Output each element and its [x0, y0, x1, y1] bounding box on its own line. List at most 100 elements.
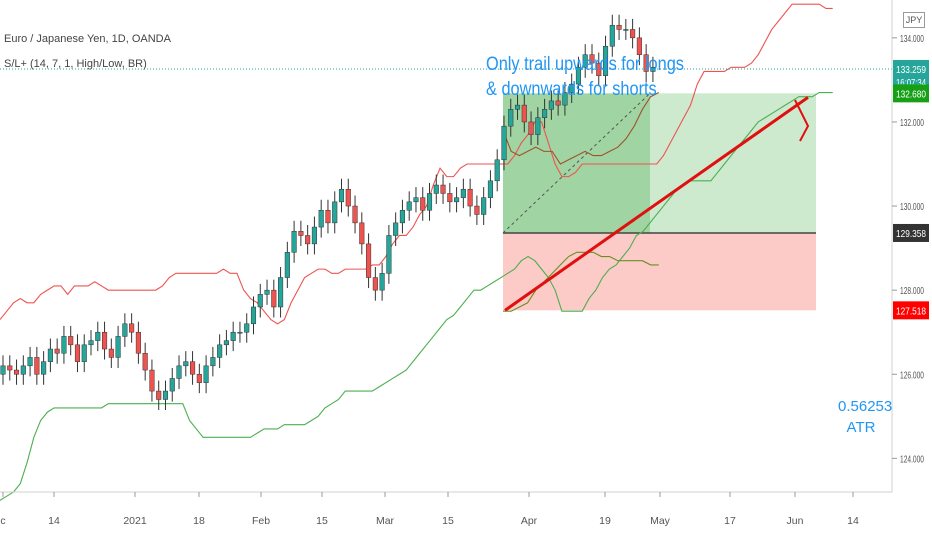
- candle-body: [420, 197, 426, 211]
- candle-body: [318, 210, 324, 228]
- trend-arrow: [504, 96, 810, 312]
- candle-body: [379, 273, 385, 291]
- candle-body: [237, 331, 243, 334]
- indicator-label[interactable]: S/L+ (14, 7, 1, High/Low, BR): [4, 58, 147, 70]
- currency-button[interactable]: JPY: [903, 12, 925, 28]
- candle-body: [372, 277, 378, 291]
- x-tick-label: 2021: [123, 515, 147, 527]
- candle-body: [88, 340, 94, 346]
- long-trail-line: [503, 251, 659, 312]
- candle-body: [359, 222, 365, 245]
- candle-body: [501, 125, 507, 161]
- candle-body: [223, 340, 229, 346]
- candle-body: [426, 193, 433, 211]
- x-tick-label: 18: [193, 515, 205, 527]
- candle-body: [582, 54, 588, 68]
- candle-body: [230, 331, 236, 341]
- candle-body: [250, 306, 257, 325]
- upper-stop-line: [0, 3, 833, 325]
- candle-body: [616, 24, 622, 30]
- candle-body: [386, 235, 392, 274]
- candle-body: [61, 336, 67, 354]
- candle-body: [149, 369, 155, 392]
- candle-body: [440, 184, 446, 194]
- atr-label: ATR: [846, 419, 876, 436]
- candle-body: [555, 100, 561, 106]
- price-label-box: [893, 84, 929, 103]
- candle-body: [609, 24, 615, 47]
- candle-body: [244, 323, 250, 333]
- trend-arrow-line: [504, 96, 809, 312]
- candle-body: [494, 159, 500, 182]
- y-tick-label: 130.000: [900, 202, 924, 213]
- loss-zone: [503, 232, 816, 311]
- candle-body: [217, 344, 223, 358]
- candle-body: [305, 235, 311, 245]
- candle-body: [278, 277, 284, 308]
- candle-body: [521, 104, 527, 123]
- position-zones: [502, 92, 816, 311]
- candle-body: [27, 357, 33, 367]
- candles: [0, 14, 656, 410]
- candle-body: [271, 289, 277, 308]
- candle-body: [508, 109, 514, 127]
- candle-body: [481, 197, 487, 215]
- candle-body: [467, 188, 473, 207]
- candle-body: [366, 243, 372, 278]
- x-tick-label: 15: [316, 515, 328, 527]
- price-labels: 133.259 16:07:34 129.358 127.518 132.680: [893, 59, 929, 320]
- candle-body: [332, 201, 338, 224]
- candle-body: [47, 348, 53, 362]
- x-tick-label: Feb: [252, 515, 270, 527]
- candle-body: [345, 188, 351, 207]
- candle-body: [135, 331, 141, 354]
- candle-body: [548, 100, 554, 110]
- candle-body: [115, 336, 121, 358]
- candle-body: [650, 67, 656, 72]
- annotation-text: Only trail upwards for longs & downwards…: [486, 52, 684, 102]
- candle-body: [156, 390, 162, 400]
- candle-body: [54, 348, 60, 354]
- candle-body: [20, 365, 26, 375]
- y-tick-label: 128.000: [900, 286, 924, 297]
- x-axis-ticks: c 14 2021 18 Feb 15 Mar 15 Apr 19 May 17 Jun 14: [0, 492, 859, 527]
- price-label-text: 127.518: [896, 305, 926, 317]
- candle-body: [487, 180, 493, 198]
- candle-body: [190, 361, 196, 375]
- y-axis-ticks: 124.000 126.000 128.000 130.000 132.000 134.0…: [892, 34, 924, 465]
- dashed-path: [502, 92, 651, 234]
- short-trail-line: [502, 92, 660, 165]
- candle-body: [41, 361, 47, 375]
- x-tick-label: 15: [442, 515, 454, 527]
- candle-body: [81, 344, 87, 362]
- candle-body: [7, 365, 13, 371]
- candle-body: [636, 37, 642, 55]
- candle-body: [129, 323, 135, 333]
- x-tick-label: Jun: [787, 515, 804, 527]
- candle-body: [535, 117, 541, 135]
- candle-body: [406, 201, 412, 211]
- price-label-box: [893, 301, 929, 320]
- y-tick-label: 126.000: [900, 370, 924, 381]
- annotation-line-1: Only trail upwards for longs: [486, 54, 684, 75]
- y-tick-label: 124.000: [900, 454, 924, 465]
- x-tick-label: c: [0, 515, 5, 527]
- x-tick-label: 14: [847, 515, 859, 527]
- price-label-time: 16:07:34: [896, 78, 926, 89]
- candle-body: [569, 83, 575, 93]
- y-tick-label: 132.000: [900, 118, 924, 129]
- price-label-text: 133.259: [896, 64, 926, 76]
- candle-body: [542, 109, 548, 118]
- candle-body: [474, 205, 480, 215]
- x-tick-label: 14: [48, 515, 60, 527]
- x-tick-label: 17: [724, 515, 736, 527]
- candle-body: [196, 374, 202, 383]
- annotation-line-2: & downwards for shorts: [486, 79, 657, 100]
- candle-body: [176, 365, 182, 379]
- candle-body: [454, 197, 460, 203]
- candle-body: [413, 197, 419, 203]
- candle-body: [514, 104, 521, 110]
- candle-body: [68, 336, 74, 346]
- chart-title: Euro / Japanese Yen, 1D, OANDA: [4, 33, 171, 45]
